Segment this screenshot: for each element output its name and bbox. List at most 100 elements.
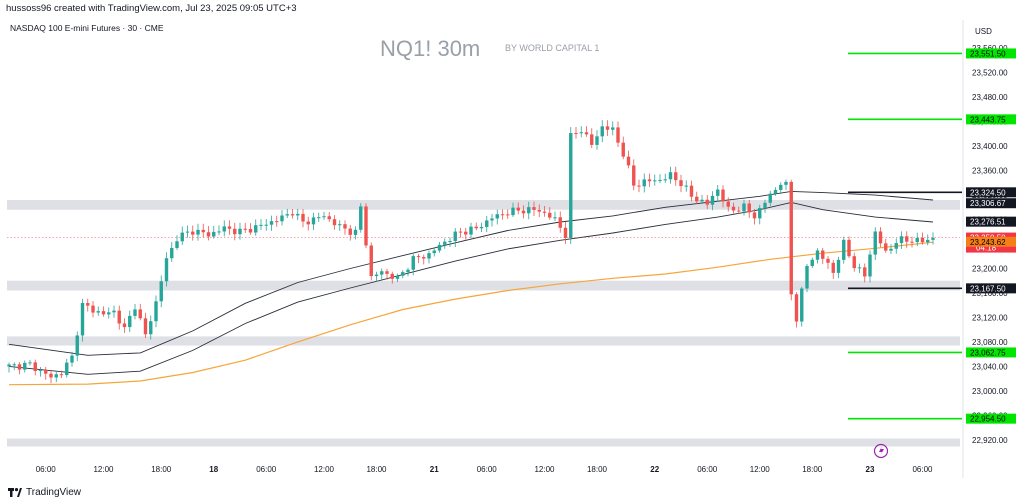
candle-body: [490, 218, 494, 221]
candle-body: [647, 179, 652, 182]
candle: [12, 362, 16, 371]
candle-body: [469, 226, 473, 235]
candle: [700, 194, 704, 204]
candle-body: [401, 272, 405, 276]
candle: [773, 187, 778, 196]
candle: [847, 236, 851, 259]
candle: [317, 212, 321, 222]
candle-body: [23, 362, 27, 370]
candle: [653, 174, 657, 186]
candle-body: [721, 189, 725, 202]
candle: [306, 216, 310, 231]
candle-body: [227, 226, 232, 229]
candle-body: [905, 236, 909, 242]
candle: [752, 208, 757, 225]
candle-body: [506, 214, 510, 216]
candle: [605, 120, 610, 136]
currency-label[interactable]: USD: [975, 27, 992, 36]
tradingview-brand[interactable]: TradingView: [8, 487, 81, 498]
candle-body: [91, 305, 95, 313]
candle-body: [842, 239, 846, 260]
candle: [364, 203, 368, 249]
candle-body: [427, 253, 431, 259]
chart-subtitle: BY WORLD CAPITAL 1: [505, 43, 600, 53]
candle: [416, 253, 421, 264]
y-tick-label: 23,000.00: [972, 387, 1008, 396]
candle: [836, 256, 841, 279]
candle-body: [784, 181, 788, 185]
candle-body: [899, 236, 904, 244]
candle: [343, 220, 347, 235]
candle: [327, 211, 331, 223]
time-axis[interactable]: 06:00 12:00 18:00 18 06:00 12:00 18:00 21 06:00 1…: [36, 465, 933, 474]
x-tick-label: 06:00: [256, 465, 277, 474]
alert-icon[interactable]: [873, 443, 889, 459]
candle-body: [164, 258, 169, 282]
candle-body: [731, 206, 736, 211]
price-label-bg: [966, 236, 1016, 247]
candle: [826, 256, 830, 269]
price-label-text: 23,551.50: [970, 49, 1006, 58]
candle: [500, 209, 505, 220]
candle-body: [395, 275, 400, 279]
candle: [537, 204, 541, 217]
x-tick-label: 22: [650, 465, 659, 474]
candle: [212, 225, 216, 239]
candle: [348, 224, 352, 241]
candle: [159, 275, 163, 308]
candle: [33, 359, 37, 376]
candle-body: [117, 310, 121, 324]
candle: [353, 226, 358, 240]
candle: [44, 366, 48, 380]
candle: [432, 247, 436, 257]
candle: [726, 197, 730, 212]
credit-line: hussoss96 created with TradingView.com, …: [6, 3, 297, 14]
candle: [427, 250, 431, 264]
candle: [794, 292, 799, 328]
candle-body: [437, 244, 442, 251]
candle-body: [348, 228, 352, 235]
candle: [369, 242, 373, 281]
candle: [112, 305, 116, 318]
price-label: 23,551.50: [966, 48, 1016, 59]
y-tick-label: 22,920.00: [972, 436, 1008, 445]
price-level-lines: [7, 52, 962, 420]
candle-body: [600, 126, 604, 137]
candle-body: [380, 271, 384, 275]
symbol-legend[interactable]: NASDAQ 100 E-mini Futures · 30 · CME: [10, 23, 164, 33]
candle-body: [301, 213, 305, 222]
candle-body: [212, 231, 216, 237]
candle-body: [548, 212, 552, 218]
candle: [107, 307, 111, 319]
candle-body: [259, 224, 263, 226]
candle-body: [684, 185, 688, 187]
price-label-bg: [966, 187, 1016, 198]
candle-body: [138, 309, 142, 319]
candle-body: [448, 240, 452, 242]
candle: [248, 223, 253, 235]
candle-body: [868, 254, 872, 277]
candle: [96, 306, 100, 316]
candle-body: [248, 228, 253, 233]
candle-body: [915, 237, 919, 243]
candle: [768, 190, 772, 207]
price-label-bg: [966, 216, 1016, 227]
candle-body: [159, 281, 163, 302]
x-tick-label: 12:00: [534, 465, 555, 474]
candle: [164, 252, 169, 287]
candle: [479, 222, 484, 233]
candle: [175, 235, 179, 250]
candle: [527, 201, 531, 220]
candle: [338, 220, 342, 231]
candle: [899, 231, 904, 249]
tradingview-brand-label: TradingView: [26, 487, 82, 498]
x-tick-label: 06:00: [697, 465, 718, 474]
candle-body: [653, 180, 657, 182]
candle-body: [616, 127, 620, 143]
y-tick-label: 23,200.00: [972, 264, 1008, 273]
candle-body: [894, 243, 898, 249]
candle-body: [474, 226, 478, 229]
candle: [910, 236, 914, 248]
candle-body: [758, 207, 762, 219]
